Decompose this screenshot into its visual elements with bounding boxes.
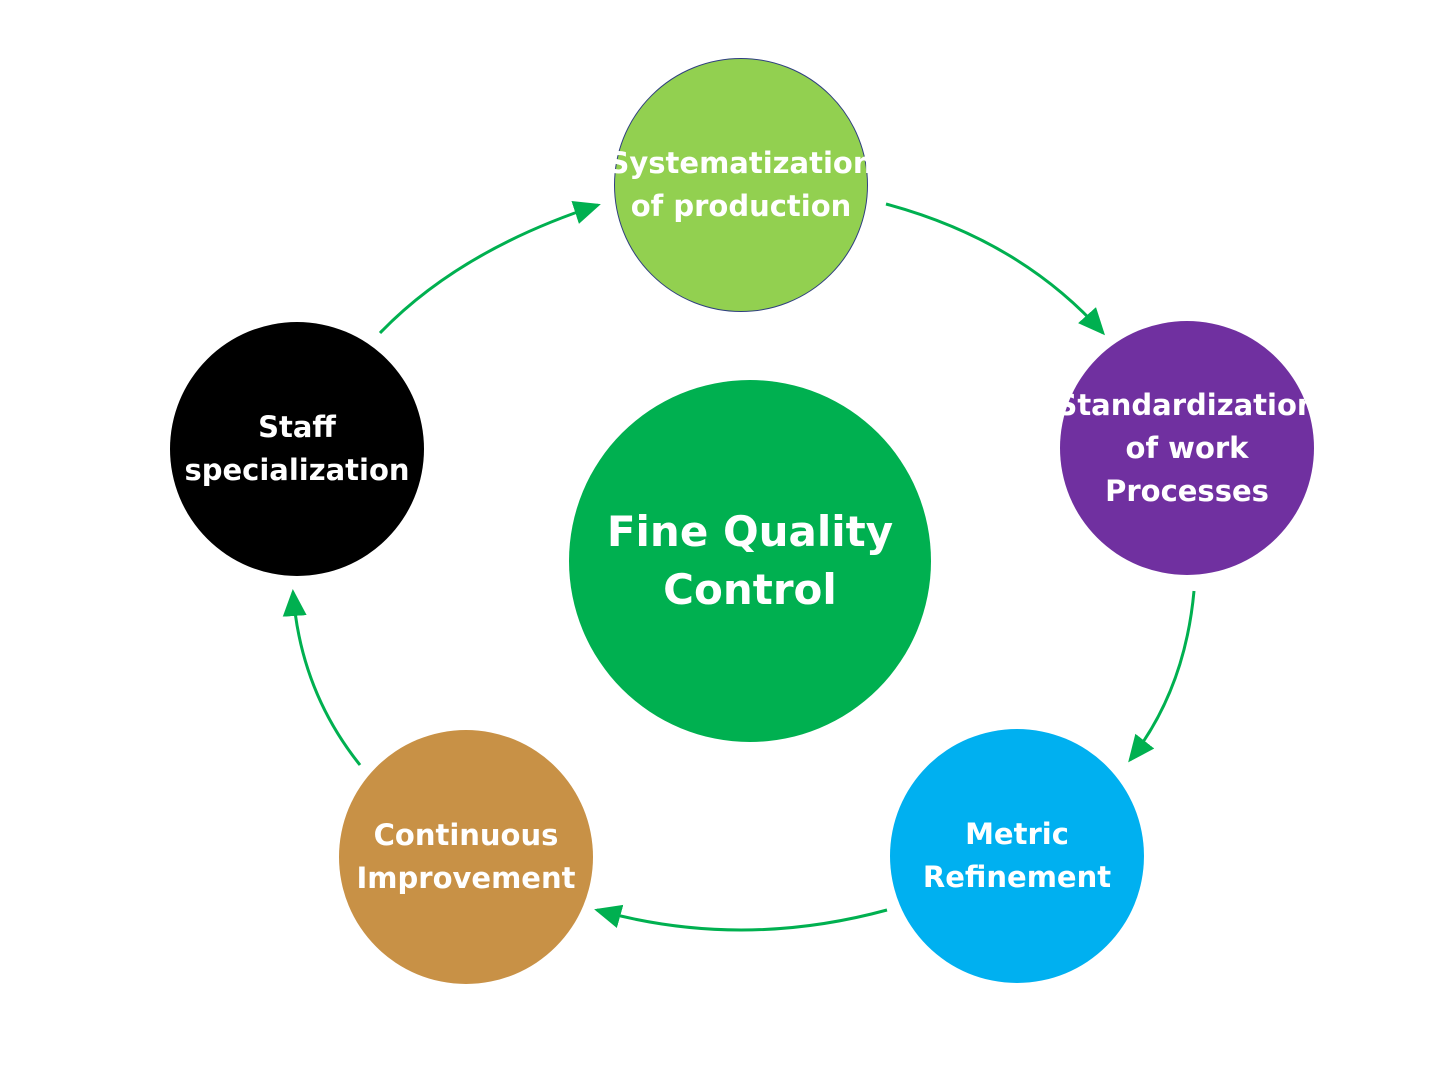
arrow-2 [885,202,1105,336]
node-staff-specialization: Staff specialization [170,322,424,576]
node-standardization: Standardization of work Processes [1056,321,1318,575]
arrow-3 [1128,590,1196,763]
center-node: Fine Quality Control [569,380,931,742]
node-metric-refinement: Metric Refinement [890,729,1144,983]
arrow-4 [594,904,888,932]
arrow-1 [378,201,601,335]
node-systematization: Systematization of production [609,58,874,312]
node-continuous-improvement: Continuous Improvement [339,730,593,984]
arrow-5 [282,589,362,766]
